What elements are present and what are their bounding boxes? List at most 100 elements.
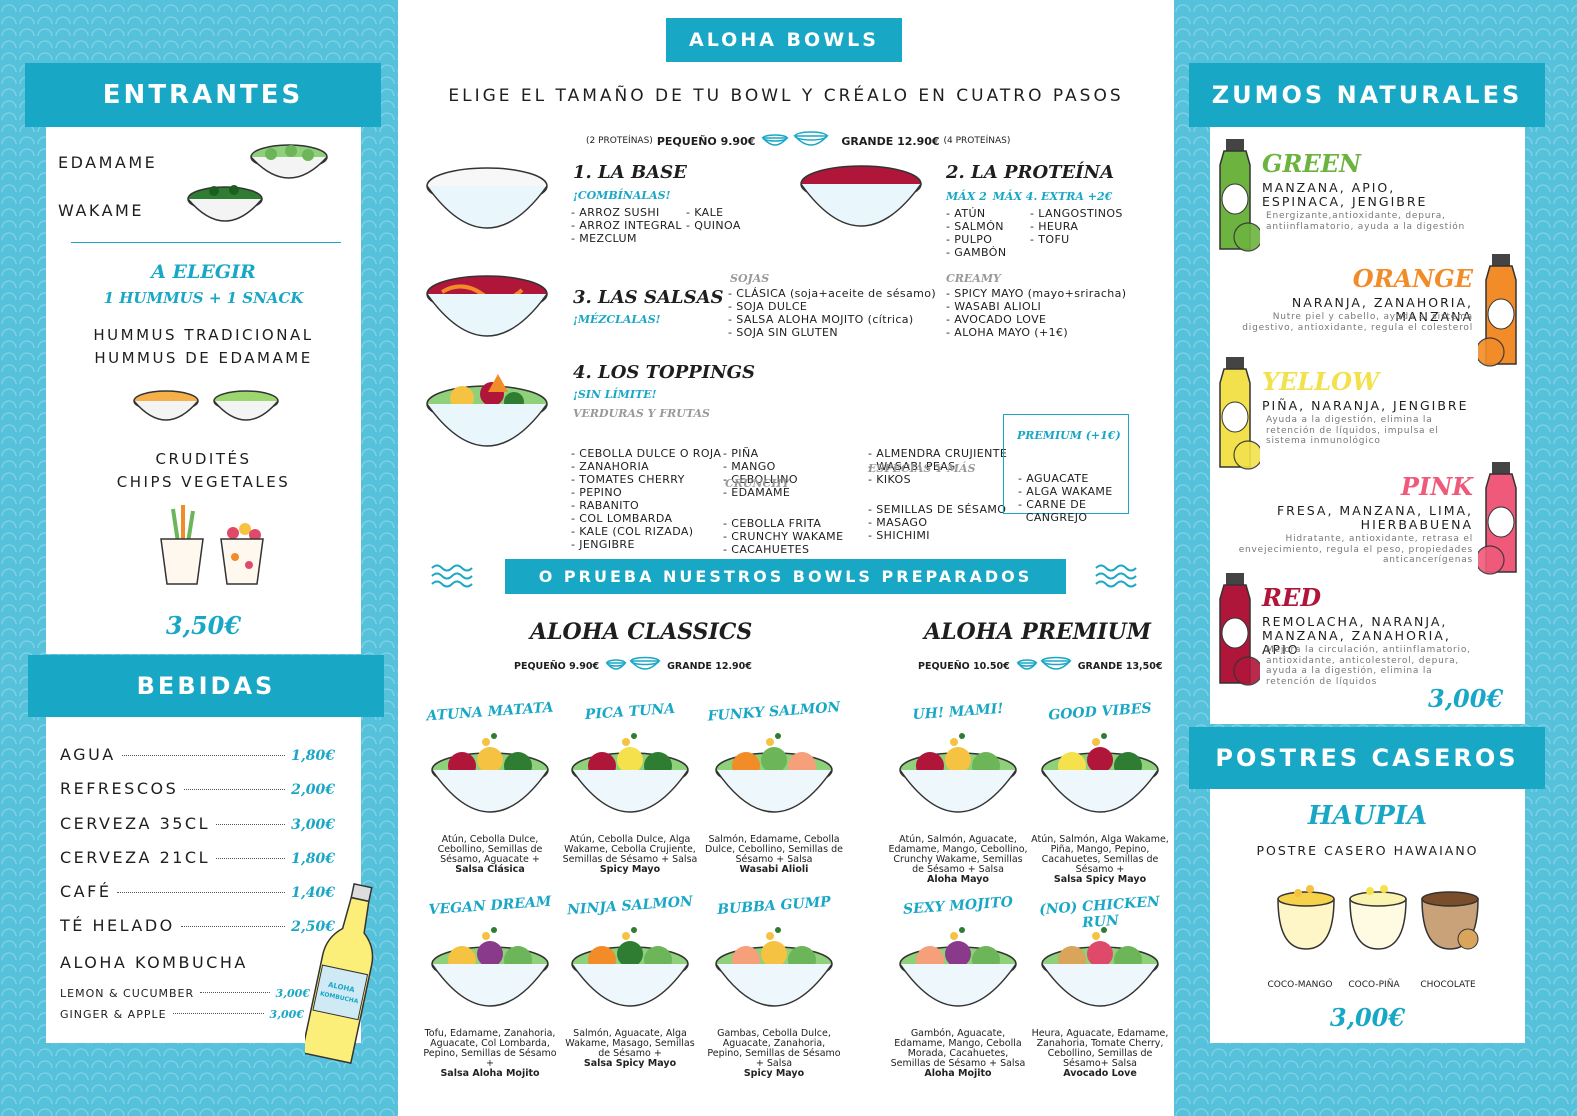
topping-option: - JENGIBRE <box>571 538 635 551</box>
wave-icon <box>1095 564 1137 588</box>
size-small-note: (2 PROTEÍNAS) <box>586 136 653 146</box>
drink-price: 3,00€ <box>291 817 335 833</box>
drink-row: CERVEZA 35CL 3,00€ <box>60 814 335 833</box>
drink-name: CAFÉ <box>60 882 112 901</box>
dish-ingredients: Atún, Salmón, Alga Wakame, Piña, Mango, … <box>1031 834 1169 875</box>
topping-option: - KALE (COL RIZADA) <box>571 525 694 538</box>
divider <box>71 242 341 243</box>
juice-benefits: Mejora la circulación, antiinflamatorio,… <box>1266 645 1471 687</box>
topping-option: - PEPINO <box>571 486 623 499</box>
step1-col2: - KALE - QUINOA <box>686 206 741 232</box>
hummus-tradicional: HUMMUS TRADICIONAL <box>93 326 314 344</box>
especias-title: ESPECIAS Y MÁS <box>868 462 976 475</box>
postres-banner: POSTRES CASEROS <box>1189 727 1545 789</box>
crunchy-list: - CEBOLLA FRITA - CRUNCHY WAKAME - CACAHUE… <box>723 491 843 582</box>
topping-option: - CEBOLLA DULCE O ROJA <box>571 447 722 460</box>
aloha-bowls-banner: ALOHA BOWLS <box>666 18 902 62</box>
dish-name: NINJA SALMON <box>566 893 694 919</box>
premium-option: - ALGA WAKAME <box>1018 485 1113 498</box>
dish-ingredients: Tofu, Edamame, Zanahoria, Aguacate, Col … <box>423 1028 557 1069</box>
protein-max-row: MÁX 2 MÁX 4. EXTRA +2€ <box>946 190 1112 203</box>
protein-option: - TOFU <box>1030 233 1070 246</box>
juice-benefits: Hidratante, antioxidante, retrasa el env… <box>1238 534 1473 565</box>
dish-ingredients: Gambas, Cebolla Dulce, Aguacate, Zanahor… <box>707 1028 841 1069</box>
dish-name: UH! MAMI! <box>912 700 1004 724</box>
base-option: - KALE <box>686 206 724 219</box>
dish-description: Atún, Salmón, Alga Wakame, Piña, Mango, … <box>1030 835 1170 885</box>
dish-sauce: Salsa Spicy Mayo <box>1053 874 1147 885</box>
sauce-option: - SOJA SIN GLUTEN <box>728 326 838 339</box>
dish-name: VEGAN DREAM <box>428 893 552 919</box>
size-small: PEQUEÑO 9.90€ <box>656 134 756 148</box>
sauce-option: - WASABI ALIOLI <box>946 300 1042 313</box>
crudites-label: CRUDITÉS <box>155 450 252 468</box>
topping-option: - PIÑA <box>723 447 759 460</box>
juice-benefits: Ayuda a la digestión, elimina la retenci… <box>1266 415 1439 446</box>
postres-price: 3,00€ <box>1329 1003 1406 1032</box>
flavor-coco-mango: COCO-MANGO <box>1267 980 1333 990</box>
step3-sub: ¡MÉZCLALAS! <box>573 313 661 326</box>
dish-name: GOOD VIBES <box>1047 700 1153 724</box>
dish-name: PICA TUNA <box>584 700 676 724</box>
sojas-title: SOJAS <box>730 272 770 285</box>
entrantes-panel: EDAMAME WAKAME A ELEGIR 1 HUMMUS + 1 SNA… <box>46 127 361 654</box>
verduras-title: VERDURAS Y FRUTAS <box>573 407 710 420</box>
base-option: - QUINOA <box>686 219 741 232</box>
edamame-bowl-illustration <box>250 144 328 179</box>
premium-box: PREMIUM (+1€) - AGUACATE - ALGA WAKAME - C… <box>1003 414 1129 524</box>
left-column: ENTRANTES EDAMAME WAKAME A ELEGIR 1 HUMM… <box>0 0 398 1116</box>
drink-row: AGUA 1,80€ <box>60 745 335 764</box>
bebidas-banner: BEBIDAS <box>28 655 384 717</box>
topping-option: - RABANITO <box>571 499 640 512</box>
drink-row: TÉ HELADO 2,50€ <box>60 916 335 935</box>
drink-row: CERVEZA 21CL 1,80€ <box>60 848 335 867</box>
dish-sauce: Avocado Love <box>1063 1068 1137 1079</box>
topping-option: - ZANAHORIA <box>571 460 650 473</box>
dish-description: Tofu, Edamame, Zanahoria, Aguacate, Col … <box>420 1029 560 1079</box>
snack-cups-illustration <box>160 505 264 585</box>
topping-option: - CRUNCHY WAKAME <box>723 530 844 543</box>
protein-option: - LANGOSTINOS <box>1030 207 1123 220</box>
juice-bottle-icon <box>1219 139 1260 252</box>
dish-sauce: Aloha Mayo <box>927 874 989 885</box>
leader-dots <box>184 789 286 790</box>
dish-bowl-illustration <box>899 927 1017 1007</box>
drink-name: TÉ HELADO <box>60 916 175 935</box>
drink-row: REFRESCOS 2,00€ <box>60 779 335 798</box>
protein-bowl-illustration <box>800 165 922 227</box>
topping-option: - COL LOMBARDA <box>571 512 673 525</box>
base-option: - MEZCLUM <box>571 232 637 245</box>
juice-benefits: Nutre piel y cabello, ayuda al sistema d… <box>1242 312 1473 333</box>
protein-max4: MÁX 4. EXTRA +2€ <box>992 190 1113 203</box>
drink-row: CAFÉ 1,40€ <box>60 882 335 901</box>
entrantes-price: 3,50€ <box>165 611 242 640</box>
topping-option: - SEMILLAS DE SÉSAMO <box>868 503 1007 516</box>
dish-description: Gambas, Cebolla Dulce, Aguacate, Zanahor… <box>704 1029 844 1079</box>
edamame-label: EDAMAME <box>58 153 158 172</box>
dish-bowl-illustration <box>715 733 833 813</box>
dish-bowl-illustration <box>431 733 549 813</box>
dish-ingredients: Heura, Aguacate, Edamame, Zanahoria, Tom… <box>1031 1028 1169 1069</box>
dish-name: BUBBA GUMP <box>716 894 832 918</box>
dish-ingredients: Atún, Cebolla Dulce, Alga Wakame, Ceboll… <box>562 834 698 865</box>
especias-list: - SEMILLAS DE SÉSAMO - MASAGO - SHICHIMI <box>868 477 1006 568</box>
drink-price: 1,80€ <box>291 851 335 867</box>
aloha-bowls-title: ALOHA BOWLS <box>689 29 879 51</box>
hummus-edamame: HUMMUS DE EDAMAME <box>94 349 313 367</box>
dish-description: Heura, Aguacate, Edamame, Zanahoria, Tom… <box>1030 1029 1170 1079</box>
premium-option: - AGUACATE <box>1018 472 1089 485</box>
zumos-title: ZUMOS NATURALES <box>1211 81 1523 109</box>
juice-ingredients: REMOLACHA, NARANJA, MANZANA, ZANAHORIA, … <box>1262 614 1451 657</box>
juice-name: RED <box>1262 583 1322 612</box>
leader-dots <box>117 892 286 893</box>
juice-name: GREEN <box>1262 149 1361 178</box>
postres-panel: HAUPIA POSTRE CASERO HAWAIANO COCO-MANGO… <box>1210 789 1525 1043</box>
dish-name: SEXY MOJITO <box>902 894 1014 918</box>
protein-option: - ATÚN <box>946 207 986 220</box>
step3-title: 3. LAS SALSAS <box>573 287 724 308</box>
drink-price: 1,80€ <box>291 748 335 764</box>
dish-description: Salmón, Aguacate, Alga Wakame, Masago, S… <box>560 1029 700 1069</box>
topping-option: - CACAHUETES <box>723 543 810 556</box>
dish-sauce: Salsa Clásica <box>455 864 525 875</box>
juice-benefits: Energizante,antioxidante, depura, antiin… <box>1266 211 1466 232</box>
